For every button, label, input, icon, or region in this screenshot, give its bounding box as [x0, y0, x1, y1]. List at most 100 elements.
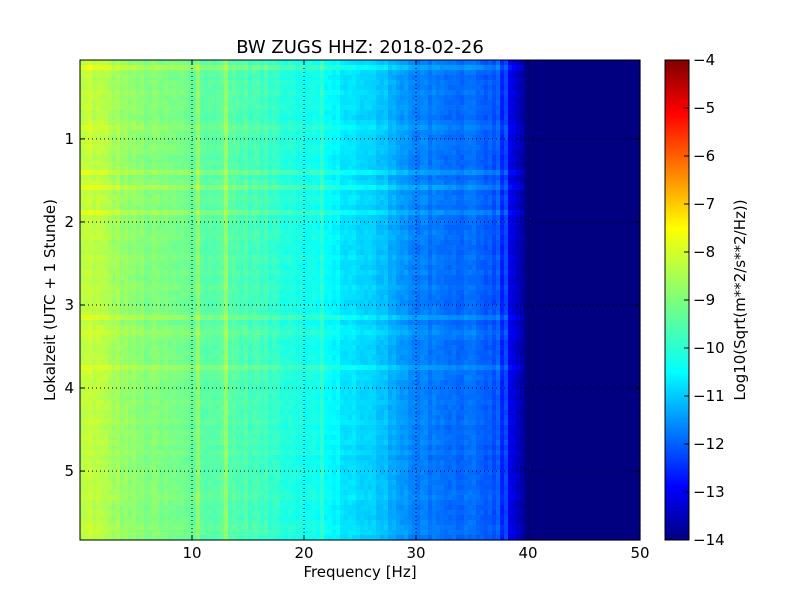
heatmap-cell	[128, 490, 133, 496]
heatmap-cell	[96, 240, 101, 246]
heatmap-cell	[148, 315, 153, 321]
heatmap-cell	[120, 390, 125, 396]
heatmap-cell	[244, 390, 249, 396]
heatmap-cell	[284, 60, 289, 66]
heatmap-cell	[112, 390, 117, 396]
heatmap-cell	[148, 300, 153, 306]
heatmap-cell	[204, 130, 209, 136]
heatmap-cell	[188, 445, 193, 451]
heatmap-cell	[280, 420, 285, 426]
heatmap-cell	[244, 225, 249, 231]
heatmap-cell	[276, 495, 281, 501]
heatmap-cell	[216, 220, 221, 226]
heatmap-cell	[156, 485, 161, 491]
heatmap-cell	[204, 225, 209, 231]
heatmap-cell	[240, 190, 245, 196]
heatmap-cell	[244, 475, 249, 481]
heatmap-cell	[276, 75, 281, 81]
heatmap-cell	[224, 455, 229, 461]
heatmap-cell	[176, 395, 181, 401]
heatmap-cell	[192, 395, 197, 401]
heatmap-cell	[172, 90, 177, 96]
heatmap-cell	[120, 510, 125, 516]
heatmap-cell	[184, 365, 189, 371]
heatmap-cell	[256, 425, 261, 431]
heatmap-cell	[252, 375, 257, 381]
heatmap-cell	[164, 300, 169, 306]
heatmap-cell	[136, 515, 141, 521]
heatmap-cell	[184, 425, 189, 431]
heatmap-cell	[188, 125, 193, 131]
heatmap-cell	[116, 375, 121, 381]
heatmap-cell	[212, 375, 217, 381]
heatmap-cell	[136, 400, 141, 406]
heatmap-cell	[88, 480, 93, 486]
heatmap-cell	[208, 265, 213, 271]
heatmap-cell	[84, 240, 89, 246]
heatmap-cell	[240, 60, 245, 66]
heatmap-cell	[216, 400, 221, 406]
heatmap-cell	[160, 475, 165, 481]
heatmap-cell	[228, 295, 233, 301]
heatmap-cell	[284, 160, 289, 166]
heatmap-cell	[120, 315, 125, 321]
heatmap-cell	[136, 480, 141, 486]
heatmap-cell	[180, 85, 185, 91]
heatmap-cell	[228, 455, 233, 461]
heatmap-cell	[256, 445, 261, 451]
heatmap-cell	[188, 110, 193, 116]
heatmap-cell	[264, 235, 269, 241]
heatmap-cell	[112, 445, 117, 451]
heatmap-cell	[268, 135, 273, 141]
heatmap-cell	[120, 490, 125, 496]
heatmap-cell	[132, 350, 137, 356]
heatmap-cell	[140, 410, 145, 416]
heatmap-cell	[196, 265, 201, 271]
heatmap-cell	[112, 515, 117, 521]
heatmap-cell	[172, 525, 177, 531]
heatmap-cell	[204, 390, 209, 396]
heatmap-cell	[88, 95, 93, 101]
heatmap-cell	[152, 120, 157, 126]
heatmap-cell	[248, 160, 253, 166]
heatmap-cell	[284, 255, 289, 261]
heatmap-cell	[200, 105, 205, 111]
heatmap-cell	[248, 445, 253, 451]
heatmap-cell	[264, 355, 269, 361]
heatmap-cell	[96, 290, 101, 296]
heatmap-cell	[224, 500, 229, 506]
heatmap-cell	[216, 490, 221, 496]
heatmap-cell	[144, 235, 149, 241]
heatmap-cell	[168, 325, 173, 331]
heatmap-cell	[156, 475, 161, 481]
heatmap-cell	[104, 320, 109, 326]
heatmap-cell	[136, 255, 141, 261]
heatmap-cell	[172, 135, 177, 141]
heatmap-cell	[220, 305, 225, 311]
heatmap-cell	[276, 435, 281, 441]
heatmap-cell	[284, 205, 289, 211]
heatmap-cell	[192, 330, 197, 336]
heatmap-cell	[80, 400, 85, 406]
heatmap-cell	[88, 290, 93, 296]
heatmap-cell	[104, 370, 109, 376]
heatmap-cell	[148, 450, 153, 456]
heatmap-cell	[160, 395, 165, 401]
heatmap-cell	[116, 260, 121, 266]
heatmap-cell	[172, 535, 177, 541]
heatmap-cell	[80, 215, 85, 221]
heatmap-cell	[192, 475, 197, 481]
heatmap-cell	[148, 75, 153, 81]
heatmap-cell	[88, 350, 93, 356]
heatmap-cell	[168, 340, 173, 346]
heatmap-cell	[196, 530, 201, 536]
heatmap-cell	[220, 300, 225, 306]
heatmap-cell	[96, 100, 101, 106]
heatmap-cell	[252, 500, 257, 506]
heatmap-cell	[208, 365, 213, 371]
heatmap-cell	[160, 200, 165, 206]
heatmap-cell	[168, 420, 173, 426]
heatmap-cell	[88, 530, 93, 536]
heatmap-cell	[100, 410, 105, 416]
heatmap-cell	[168, 225, 173, 231]
